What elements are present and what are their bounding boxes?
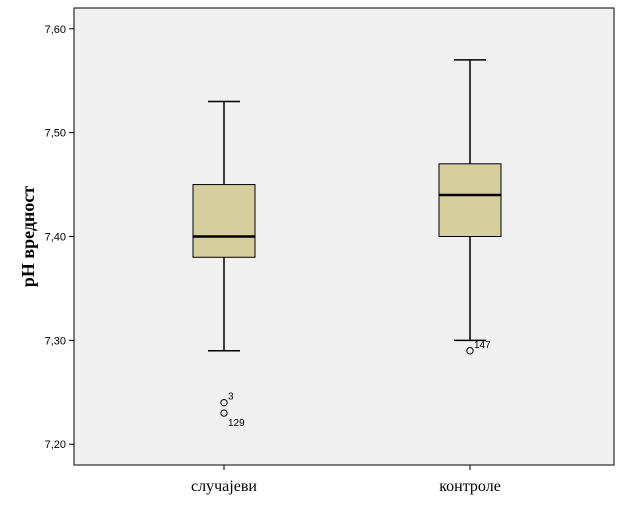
outlier-point: [220, 409, 228, 417]
iqr-box: [438, 163, 502, 237]
y-axis-label: pH вредност: [18, 186, 38, 287]
outlier-label: 3: [228, 392, 234, 403]
y-tick-label: 7,50: [45, 128, 66, 140]
plot-area: [73, 7, 615, 466]
outlier-point: [220, 398, 228, 407]
y-tick-label: 7,30: [45, 335, 66, 347]
y-axis: 7,20 7,30 7,40 7,50 7,60: [45, 24, 74, 451]
boxes-group: 3 129 147: [192, 59, 502, 429]
box-2: 147: [438, 59, 502, 355]
box-1: 3 129: [192, 100, 256, 429]
iqr-box: [192, 184, 256, 258]
outlier-label: 129: [228, 418, 245, 429]
outlier-label: 147: [474, 340, 491, 351]
x-category-label: случајеви: [191, 478, 257, 495]
outlier-point: [466, 347, 474, 355]
y-tick-label: 7,40: [45, 232, 66, 244]
y-tick-label: 7,60: [45, 24, 66, 36]
x-axis: случајеви контроле: [191, 465, 501, 495]
y-tick-label: 7,20: [45, 439, 66, 451]
x-category-label: контроле: [439, 478, 501, 495]
